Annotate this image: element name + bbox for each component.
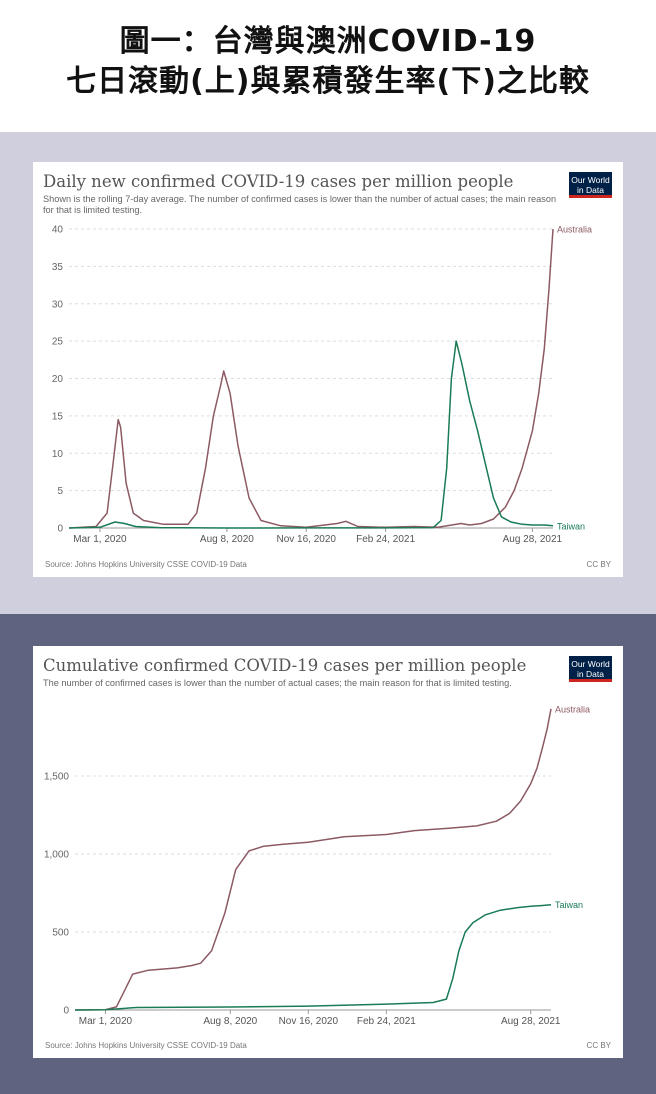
x-tick-label: Aug 28, 2021	[503, 534, 563, 545]
y-tick-label: 40	[52, 225, 64, 236]
series-line-taiwan	[68, 340, 554, 529]
chart-license[interactable]: CC BY	[586, 560, 611, 569]
y-tick-label: 25	[52, 337, 64, 348]
y-tick-label: 10	[52, 449, 64, 460]
cumulative-cases-chart: 0 500 1,000 1,500 Mar 1, 2020 Aug 8, 2020 Nov …	[44, 704, 590, 1027]
owid-logo[interactable]: Our World in Data	[569, 656, 612, 682]
chart-license[interactable]: CC BY	[586, 1041, 611, 1050]
y-tick-label: 1,000	[44, 850, 69, 861]
x-tick-label: Aug 8, 2020	[203, 1016, 257, 1027]
series-label-taiwan: Taiwan	[555, 900, 583, 910]
y-tick-label: 35	[52, 262, 64, 273]
y-tick-label: 0	[63, 1006, 69, 1017]
y-tick-label: 30	[52, 299, 64, 310]
y-tick-label: 1,500	[44, 772, 69, 783]
chart-source[interactable]: Source: Johns Hopkins University CSSE CO…	[45, 1041, 247, 1050]
x-tick-label: Feb 24, 2021	[357, 1016, 416, 1027]
x-tick-label: Mar 1, 2020	[79, 1016, 133, 1027]
daily-cases-chart-card: Daily new confirmed COVID-19 cases per m…	[33, 162, 623, 577]
chart-title: Daily new confirmed COVID-19 cases per m…	[43, 172, 514, 191]
x-tick-label: Nov 16, 2020	[276, 534, 336, 545]
series-label-australia: Australia	[555, 704, 590, 714]
chart-subtitle: Shown is the rolling 7-day average. The …	[43, 194, 557, 215]
y-tick-label: 0	[57, 524, 63, 535]
header-title-line-2: 七日滾動(上)與累積發生率(下)之比較	[66, 64, 590, 99]
chart-title: Cumulative confirmed COVID-19 cases per …	[43, 656, 527, 675]
series-line-australia	[74, 708, 552, 1011]
y-tick-label: 5	[57, 486, 63, 497]
series-line-taiwan	[74, 903, 552, 1011]
x-tick-label: Mar 1, 2020	[73, 534, 127, 545]
daily-cases-chart: 0 5 10 15 20 25 30 35 40 Mar 1, 2020 Aug 8, 2020 No…	[52, 225, 592, 546]
owid-logo[interactable]: Our World in Data	[569, 172, 612, 198]
y-tick-label: 20	[52, 374, 64, 385]
chart-source[interactable]: Source: Johns Hopkins University CSSE CO…	[45, 560, 247, 569]
cumulative-cases-chart-card: Cumulative confirmed COVID-19 cases per …	[33, 646, 623, 1058]
y-tick-label: 15	[52, 411, 64, 422]
x-tick-label: Aug 8, 2020	[200, 534, 254, 545]
x-tick-label: Aug 28, 2021	[501, 1016, 561, 1027]
series-label-taiwan: Taiwan	[557, 521, 585, 531]
series-line-australia	[68, 228, 554, 529]
series-label-australia: Australia	[557, 225, 592, 235]
chart-subtitle: The number of confirmed cases is lower t…	[43, 678, 512, 688]
page-header: 圖一：台灣與澳洲COVID-19 七日滾動(上)與累積發生率(下)之比較	[0, 0, 656, 132]
x-tick-label: Feb 24, 2021	[356, 534, 415, 545]
header-title-line-1: 圖一：台灣與澳洲COVID-19	[119, 24, 537, 59]
y-tick-label: 500	[52, 928, 69, 939]
x-tick-label: Nov 16, 2020	[279, 1016, 339, 1027]
